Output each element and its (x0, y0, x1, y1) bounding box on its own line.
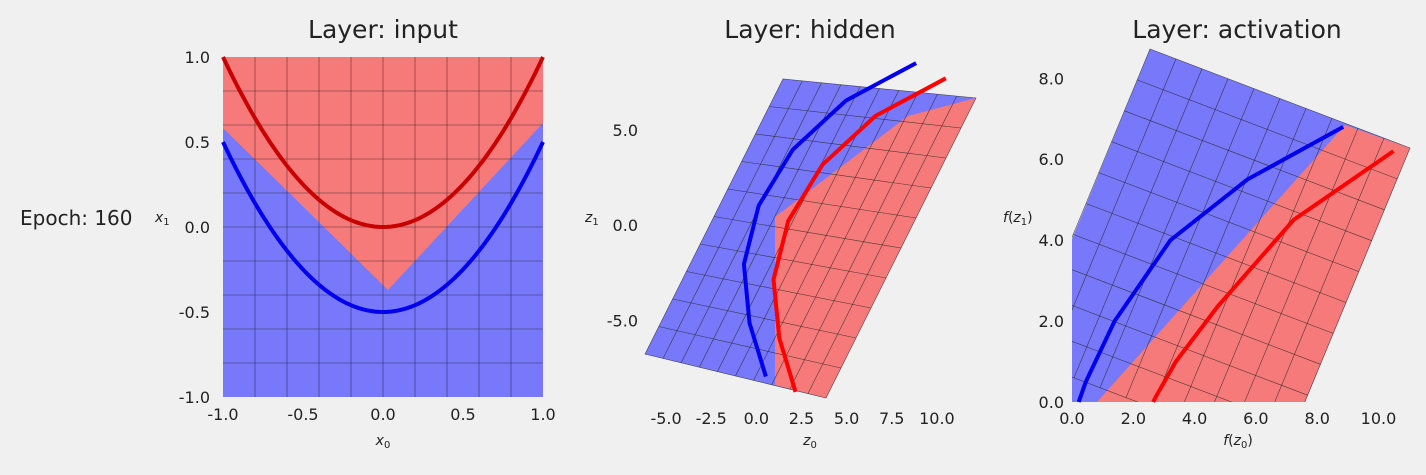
grid-line (1244, 128, 1359, 402)
y-tick-label: 0.0 (1039, 393, 1064, 412)
x-tick-label: -0.5 (287, 405, 318, 424)
x-tick-label: 0.0 (1059, 409, 1084, 428)
x-tick-label: 8.0 (1304, 409, 1329, 428)
epoch-label: Epoch: 160 (20, 206, 133, 230)
panel-input: Layer: input -1.0 -0.5 0.0 0.5 1.0 -1.0 -0.5 0.… (154, 15, 556, 451)
x-tick-label: 6.0 (1243, 409, 1268, 428)
y-tick-label: 0.5 (185, 133, 210, 152)
y-tick-label: -1.0 (179, 388, 210, 407)
hidden-xlabel: z0 (802, 433, 817, 451)
hidden-ylabel: z1 (584, 210, 599, 228)
activation-ylabel: f(z1) (1003, 210, 1033, 228)
grid-line (713, 216, 902, 249)
y-tick-label: -5.0 (607, 311, 638, 330)
x-tick-label: 0.0 (744, 409, 769, 428)
grid-line (771, 92, 919, 385)
x-tick-label: -1.0 (207, 405, 238, 424)
x-tick-label: 10.0 (1361, 409, 1397, 428)
activation-blue-curve (1076, 125, 1345, 403)
input-blue-curve (221, 141, 545, 315)
x-tick-label: 0.5 (450, 405, 475, 424)
hidden-blue-curve (741, 61, 918, 378)
activation-xlabel: f(z0) (1223, 433, 1253, 451)
y-tick-label: -0.5 (179, 303, 210, 322)
grid-line (755, 133, 947, 159)
y-tick-label: 4.0 (1039, 231, 1064, 250)
x-tick-label: 7.5 (879, 409, 904, 428)
y-tick-label: 2.0 (1039, 312, 1064, 331)
x-tick-label: 4.0 (1182, 409, 1207, 428)
input-ticks: -1.0 -0.5 0.0 0.5 1.0 -1.0 -0.5 0.0 0.5 1.0 (179, 48, 556, 424)
panel-hidden: Layer: hidden -5.0 -2.5 0.0 2.5 5.0 7.5 10.0-5… (584, 15, 977, 451)
x-tick-label: -5.0 (650, 409, 681, 428)
y-tick-label: 8.0 (1039, 69, 1064, 88)
panel-activation: Layer: activation 0.0 2.0 4.0 6.0 8.0 10.00.0… (1003, 15, 1411, 451)
grid-line (727, 188, 917, 219)
y-tick-label: 0.0 (613, 216, 638, 235)
grid-line (769, 106, 962, 129)
grid-line (1274, 137, 1385, 402)
y-tick-label: 1.0 (185, 48, 210, 67)
grid-line (1137, 79, 1398, 180)
grid-line (1111, 141, 1372, 241)
hidden-ticks: -5.0 -2.5 0.0 2.5 5.0 7.5 10.0 -5.0 0.0 5.0 (607, 121, 955, 428)
x-tick-label: 5.0 (834, 409, 859, 428)
input-ylabel: x1 (154, 210, 170, 228)
hidden-red-curve (771, 76, 947, 393)
hidden-title: Layer: hidden (724, 15, 895, 44)
x-tick-label: 1.0 (530, 405, 555, 424)
activation-title: Layer: activation (1132, 15, 1341, 44)
grid-line (789, 94, 938, 390)
y-tick-label: 5.0 (613, 121, 638, 140)
grid-line (1085, 203, 1347, 303)
grid-border (644, 78, 977, 399)
activation-ticks: 0.0 2.0 4.0 6.0 8.0 10.0 0.0 2.0 4.0 6.0 8.0 (1039, 69, 1397, 428)
input-xlabel: x0 (375, 433, 391, 451)
grid-border (1072, 48, 1411, 402)
grid-line (741, 161, 932, 189)
input-title: Layer: input (308, 15, 458, 44)
x-tick-label: 2.5 (789, 409, 814, 428)
hidden-grid (644, 78, 977, 399)
input-red-curve (221, 56, 545, 230)
x-tick-label: 0.0 (370, 405, 395, 424)
x-tick-label: -2.5 (696, 409, 727, 428)
grid-line (1214, 118, 1333, 402)
hidden-red-region (775, 98, 976, 398)
x-tick-label: 2.0 (1121, 409, 1146, 428)
x-tick-label: 10.0 (919, 409, 955, 428)
y-tick-label: 6.0 (1039, 150, 1064, 169)
activation-red-curve (1151, 149, 1395, 403)
grid-line (1098, 172, 1359, 272)
grid-line (807, 95, 957, 394)
y-tick-label: 0.0 (185, 218, 210, 237)
grid-line (1124, 110, 1385, 211)
